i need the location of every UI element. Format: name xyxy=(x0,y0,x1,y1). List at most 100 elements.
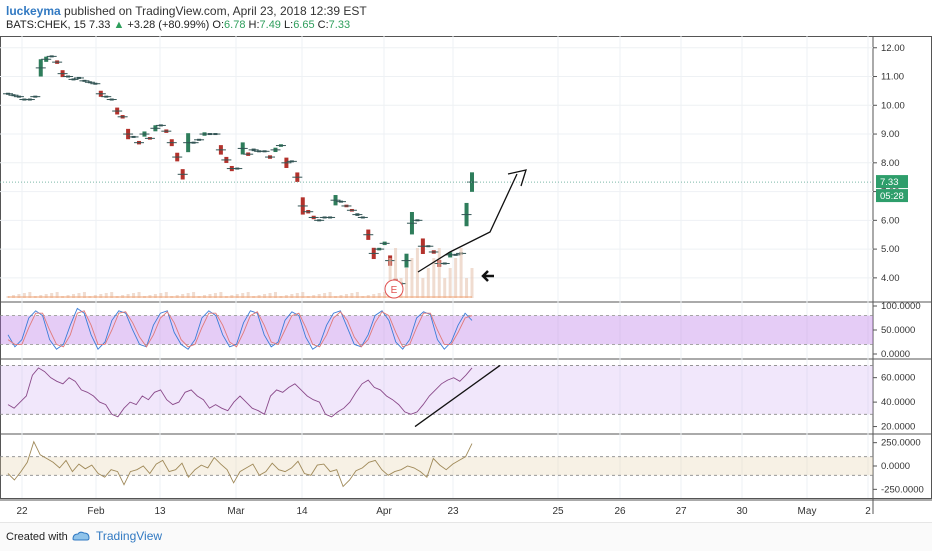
tradingview-brand[interactable]: TradingView xyxy=(70,529,162,543)
x-tick-label: 22 xyxy=(16,506,28,517)
volume-bar xyxy=(55,292,59,298)
volume-bar xyxy=(421,278,425,298)
footer: Created with TradingView xyxy=(0,522,932,551)
volume-bar xyxy=(377,293,381,298)
created-with-text: Created with xyxy=(6,531,68,543)
y-tick-label: 100.0000 xyxy=(881,301,921,312)
volume-bar xyxy=(268,293,272,298)
volume-bar xyxy=(72,294,76,298)
volume-bar xyxy=(317,294,321,298)
low-value: 6.65 xyxy=(293,19,315,31)
volume-bar xyxy=(104,293,108,298)
volume-bar xyxy=(246,292,250,298)
close-label: C: xyxy=(317,19,329,31)
y-tick-label: 11.00 xyxy=(881,72,904,83)
volume-bar xyxy=(235,294,239,298)
stoch-rsi-line xyxy=(7,307,473,350)
chart-header: luckeyma published on TradingView.com, A… xyxy=(0,0,932,36)
left-arrow-icon xyxy=(481,270,494,282)
volume-bar xyxy=(355,292,359,298)
y-tick-label: 50.0000 xyxy=(881,325,915,336)
chart-area[interactable]: 22 Feb 13 Mar 14 Apr 23 25 26 27 30 May 2 12.00 11.00 1… xyxy=(0,36,932,522)
volume-bar xyxy=(323,293,327,298)
y-tick-label: 0.0000 xyxy=(881,349,910,360)
volume-bar xyxy=(470,268,474,298)
volume-bar xyxy=(186,293,190,298)
volume-bar xyxy=(208,294,212,298)
trend-arrowhead-icon xyxy=(507,169,527,187)
open-label: O: xyxy=(212,19,225,31)
last-price-label: 7.33 xyxy=(880,177,899,188)
volume-bar xyxy=(159,293,163,298)
volume-bar xyxy=(415,248,419,298)
published-text: published on TradingView.com, April 23, … xyxy=(64,4,367,18)
volume-bar xyxy=(404,268,408,298)
volume-bar xyxy=(132,293,136,298)
x-tick-label: 26 xyxy=(614,506,626,517)
volume-bar xyxy=(153,294,157,298)
y-tick-label: 5.00 xyxy=(881,244,900,255)
y-tick-label: 4.00 xyxy=(881,273,900,284)
volume-bar xyxy=(181,294,185,298)
volume-bar xyxy=(137,292,141,298)
volume-bar xyxy=(301,292,305,298)
change-arrow-icon: ▲ xyxy=(113,19,125,31)
change-value: +3.28 (+80.99%) xyxy=(127,19,210,31)
volume-bar xyxy=(443,278,447,298)
x-tick-label: Feb xyxy=(87,506,105,517)
volume-bar xyxy=(219,292,223,298)
y-tick-label: 0.0000 xyxy=(881,461,910,472)
y-tick-label: -250.0000 xyxy=(881,484,924,495)
stoch-rsi-line xyxy=(7,310,473,348)
volume-bar xyxy=(213,293,217,298)
volume-bar xyxy=(263,294,267,298)
y-tick-label: 12.00 xyxy=(881,43,905,54)
volume-bar xyxy=(459,248,463,298)
x-tick-label: Apr xyxy=(376,506,392,517)
volume-bar xyxy=(290,294,294,298)
low-label: L: xyxy=(284,19,294,31)
high-value: 7.49 xyxy=(259,19,281,31)
countdown-badge xyxy=(876,189,908,203)
volume-bar xyxy=(350,293,354,298)
symbol-label[interactable]: BATS:CHEK, 15 xyxy=(6,19,86,31)
earnings-marker-icon xyxy=(384,279,404,299)
volume-bar xyxy=(432,258,436,298)
x-tick-label: 14 xyxy=(296,506,308,517)
volume-bar xyxy=(454,258,458,298)
x-tick-label: 25 xyxy=(552,506,564,517)
volume-bar xyxy=(372,294,376,298)
chart-border xyxy=(0,36,932,499)
volume-bar xyxy=(17,294,21,298)
volume-bar xyxy=(126,294,130,298)
volume-bar xyxy=(82,292,86,298)
x-tick-label: Mar xyxy=(227,506,245,517)
y-tick-label: 20.0000 xyxy=(881,422,915,433)
volume-bar xyxy=(295,293,299,298)
y-tick-label: 10.00 xyxy=(881,100,905,111)
tradingview-brand-label: TradingView xyxy=(96,529,163,543)
rsi-trend-drawing xyxy=(414,364,501,428)
y-tick-label: 250.0000 xyxy=(881,438,921,449)
trend-drawing xyxy=(417,173,518,273)
close-value: 7.33 xyxy=(328,19,351,31)
volume-bar xyxy=(410,258,414,298)
quote-line: BATS:CHEK, 15 7.33 ▲ +3.28 (+80.99%) O: 6… xyxy=(6,19,350,31)
last-price: 7.33 xyxy=(88,19,111,31)
volume-bar xyxy=(426,268,430,298)
volume-bar xyxy=(344,294,348,298)
volume-bar xyxy=(99,294,103,298)
volume-bar xyxy=(22,293,26,298)
y-tick-label: 9.00 xyxy=(881,129,900,140)
x-tick-label: 23 xyxy=(447,506,459,517)
x-tick-label: 30 xyxy=(736,506,748,517)
publish-line: luckeyma published on TradingView.com, A… xyxy=(6,4,367,18)
cci-line xyxy=(7,440,473,488)
x-tick-label: 13 xyxy=(154,506,166,517)
volume-bar xyxy=(44,294,48,298)
volume-bar xyxy=(437,248,441,298)
volume-bar xyxy=(328,292,332,298)
volume-bar xyxy=(28,292,32,298)
indicator-band xyxy=(0,315,873,345)
author-link[interactable]: luckeyma xyxy=(6,4,61,18)
